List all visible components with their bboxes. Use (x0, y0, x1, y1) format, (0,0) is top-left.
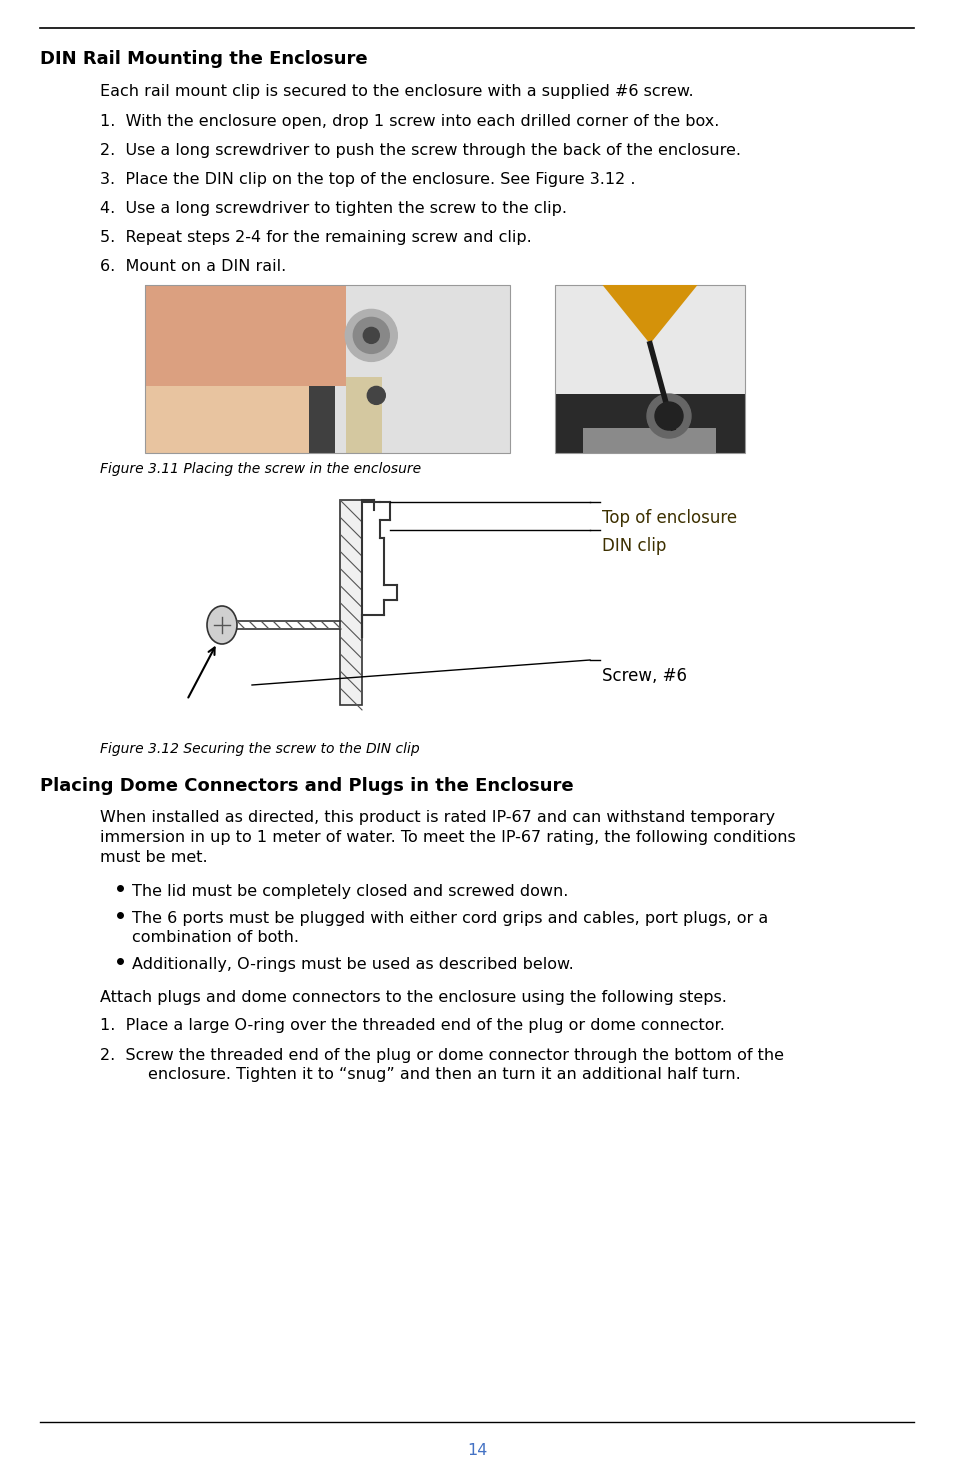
Text: 3.  Place the DIN clip on the top of the enclosure. See Figure 3.12 .: 3. Place the DIN clip on the top of the … (100, 172, 635, 187)
Text: The lid must be completely closed and screwed down.: The lid must be completely closed and sc… (132, 883, 568, 899)
Text: Placing Dome Connectors and Plugs in the Enclosure: Placing Dome Connectors and Plugs in the… (40, 777, 573, 796)
Text: Each rail mount clip is secured to the enclosure with a supplied #6 screw.: Each rail mount clip is secured to the e… (100, 85, 693, 99)
Circle shape (353, 317, 389, 353)
Ellipse shape (207, 606, 236, 644)
Bar (100, 480, 619, 730)
Bar (555, 285, 744, 453)
Circle shape (345, 310, 396, 362)
Circle shape (367, 387, 385, 404)
Text: 1.  Place a large O-ring over the threaded end of the plug or dome connector.: 1. Place a large O-ring over the threade… (100, 1018, 724, 1034)
Bar (145, 285, 345, 453)
Text: When installed as directed, this product is rated IP-67 and can withstand tempor: When installed as directed, this product… (100, 810, 774, 825)
Circle shape (363, 327, 379, 343)
Text: DIN clip: DIN clip (601, 537, 666, 555)
Bar (309, 285, 335, 453)
Bar (555, 285, 744, 453)
Text: 2.  Use a long screwdriver to push the screw through the back of the enclosure.: 2. Use a long screwdriver to push the sc… (100, 143, 740, 158)
Text: enclosure. Tighten it to “snug” and then an turn it an additional half turn.: enclosure. Tighten it to “snug” and then… (148, 1067, 740, 1082)
Bar (583, 428, 716, 453)
Text: The 6 ports must be plugged with either cord grips and cables, port plugs, or a: The 6 ports must be plugged with either … (132, 911, 767, 926)
Circle shape (646, 394, 690, 438)
Text: 6.  Mount on a DIN rail.: 6. Mount on a DIN rail. (100, 258, 286, 274)
Text: 5.  Repeat steps 2-4 for the remaining screw and clip.: 5. Repeat steps 2-4 for the remaining sc… (100, 231, 531, 245)
Text: Figure 3.12 Securing the screw to the DIN clip: Figure 3.12 Securing the screw to the DI… (100, 742, 419, 756)
Bar (345, 377, 382, 453)
Text: Attach plugs and dome connectors to the enclosure using the following steps.: Attach plugs and dome connectors to the … (100, 990, 726, 1004)
Bar (309, 285, 511, 453)
Circle shape (655, 402, 682, 431)
Text: immersion in up to 1 meter of water. To meet the IP-67 rating, the following con: immersion in up to 1 meter of water. To … (100, 829, 795, 845)
Bar (555, 394, 744, 453)
Text: 14: 14 (466, 1442, 487, 1459)
Text: 1.  With the enclosure open, drop 1 screw into each drilled corner of the box.: 1. With the enclosure open, drop 1 screw… (100, 114, 719, 128)
Bar (339, 499, 361, 705)
Polygon shape (602, 285, 697, 343)
Bar (145, 285, 345, 385)
Text: 4.  Use a long screwdriver to tighten the screw to the clip.: 4. Use a long screwdriver to tighten the… (100, 201, 566, 216)
Text: Screw, #6: Screw, #6 (601, 667, 686, 685)
Text: combination of both.: combination of both. (132, 930, 298, 945)
Text: must be met.: must be met. (100, 850, 208, 864)
Text: Additionally, O-rings must be used as described below.: Additionally, O-rings must be used as de… (132, 956, 573, 972)
Text: DIN Rail Mounting the Enclosure: DIN Rail Mounting the Enclosure (40, 50, 367, 69)
Text: Top of enclosure: Top of enclosure (601, 510, 737, 527)
Bar (555, 285, 744, 394)
Bar (145, 285, 510, 453)
Text: Figure 3.11 Placing the screw in the enclosure: Figure 3.11 Placing the screw in the enc… (100, 461, 420, 476)
Text: 2.  Screw the threaded end of the plug or dome connector through the bottom of t: 2. Screw the threaded end of the plug or… (100, 1048, 783, 1063)
